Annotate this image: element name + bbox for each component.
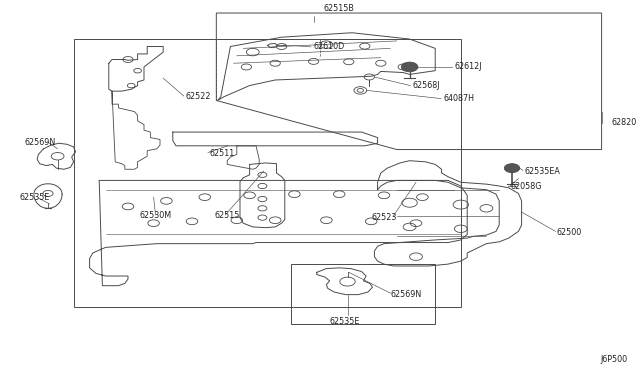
Text: 62515B: 62515B [324, 4, 355, 13]
Text: 62610D: 62610D [314, 42, 345, 51]
Text: 62511: 62511 [210, 149, 235, 158]
Text: 62522: 62522 [186, 92, 211, 101]
Text: 62569N: 62569N [390, 290, 422, 299]
Text: 62612J: 62612J [454, 62, 482, 71]
Text: 62535E: 62535E [19, 193, 49, 202]
Text: 62515: 62515 [214, 211, 240, 220]
Text: 62820: 62820 [611, 118, 636, 127]
Text: J6P500: J6P500 [600, 355, 627, 364]
Circle shape [504, 164, 520, 173]
Text: 62535E: 62535E [329, 317, 360, 326]
Circle shape [401, 62, 418, 72]
Text: 62569N: 62569N [24, 138, 56, 147]
Text: 62535EA: 62535EA [525, 167, 561, 176]
Text: 62568J: 62568J [413, 81, 440, 90]
Text: 62500: 62500 [557, 228, 582, 237]
Text: 62058G: 62058G [510, 182, 541, 191]
Text: 62523: 62523 [371, 213, 397, 222]
Text: 62530M: 62530M [140, 211, 172, 220]
Text: 64087H: 64087H [444, 94, 474, 103]
